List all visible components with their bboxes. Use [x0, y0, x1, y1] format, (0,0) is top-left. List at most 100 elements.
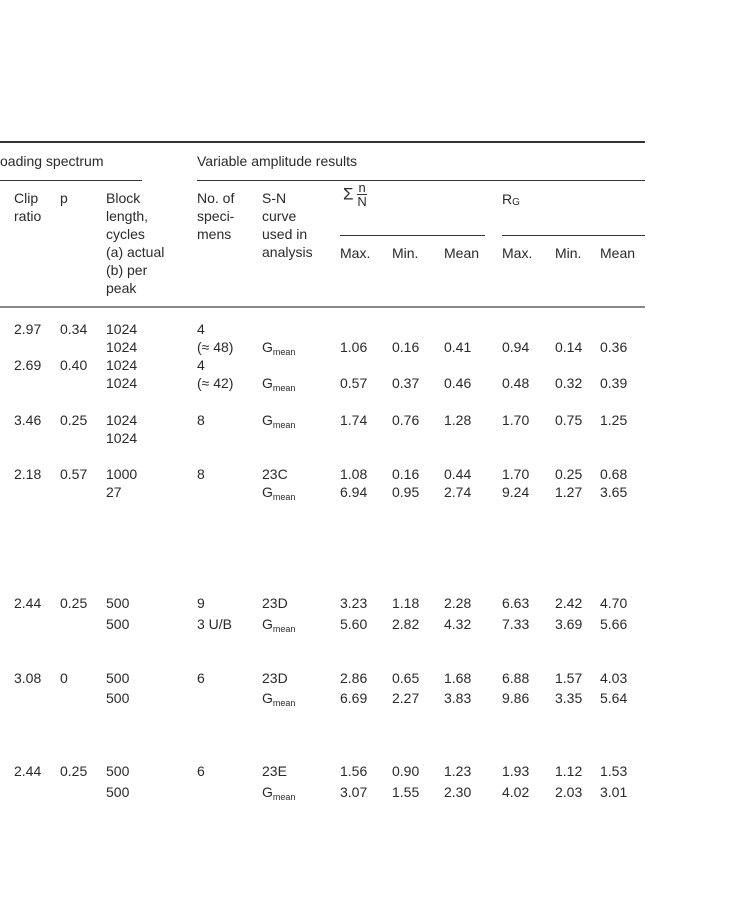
cell-sum-min: 2.27 — [392, 690, 420, 706]
cell-sum-min: 0.95 — [392, 484, 420, 500]
header-text: Clip — [14, 190, 39, 206]
col-p: p — [60, 190, 68, 206]
header-text: speci- — [197, 208, 235, 224]
table-row: 500 Gmean 3.07 1.55 2.30 4.02 2.03 3.01 — [0, 783, 737, 802]
cell-rg-mean: 0.36 — [600, 339, 628, 355]
cell-block-length: 500 — [106, 763, 130, 779]
cell-sn-curve: 23E — [262, 763, 287, 779]
table-row: 1024 (≈ 42) Gmean 0.57 0.37 0.46 0.48 0.32 0.39 — [0, 374, 737, 393]
sum-rule — [340, 235, 485, 236]
cell-rg-max: 6.63 — [502, 595, 530, 611]
loading-spectrum-rule — [0, 180, 142, 181]
header-text: analysis — [262, 244, 313, 260]
cell-block-length: 1024 — [106, 321, 138, 337]
cell-rg-mean: 1.25 — [600, 412, 628, 428]
cell-sn-curve: Gmean — [262, 339, 296, 357]
sum-mean-header: Mean — [444, 245, 480, 261]
header-text: (a) actual — [106, 244, 165, 260]
cell-block-length: 500 — [106, 670, 130, 686]
cell-rg-max: 0.48 — [502, 375, 530, 391]
cell-sum-max: 1.06 — [340, 339, 368, 355]
cell-rg-min: 0.25 — [555, 466, 583, 482]
table-row: 500 Gmean 6.69 2.27 3.83 9.86 3.35 5.64 — [0, 689, 737, 708]
cell-sum-max: 1.08 — [340, 466, 368, 482]
cell-block-length: 500 — [106, 616, 130, 632]
cell-rg-max: 1.70 — [502, 412, 530, 428]
cell-sum-min: 0.76 — [392, 412, 420, 428]
sigma-symbol: Σ — [343, 184, 354, 204]
cell-sum-min: 0.37 — [392, 375, 420, 391]
cell-sn-curve: Gmean — [262, 784, 296, 802]
cell-block-length: 1024 — [106, 357, 138, 373]
cell-rg-min: 3.35 — [555, 690, 583, 706]
cell-rg-mean: 3.01 — [600, 784, 628, 800]
cell-sum-min: 0.16 — [392, 339, 420, 355]
cell-block-length: 1024 — [106, 430, 138, 446]
cell-no-specimens: 6 — [197, 763, 205, 779]
cell-block-length: 500 — [106, 784, 130, 800]
cell-clip-ratio: 3.08 — [14, 670, 42, 686]
cell-rg-min: 1.27 — [555, 484, 583, 500]
rg-min-header: Min. — [555, 245, 582, 261]
table-row: 2.44 0.25 500 6 23E 1.56 0.90 1.23 1.93 1.12 1.53 — [0, 762, 737, 780]
cell-sum-max: 0.57 — [340, 375, 368, 391]
denominator: N — [357, 194, 367, 209]
cell-sum-min: 0.65 — [392, 670, 420, 686]
cell-no-specimens: 6 — [197, 670, 205, 686]
cell-block-length: 500 — [106, 690, 130, 706]
cell-rg-min: 3.69 — [555, 616, 583, 632]
header-text: ratio — [14, 208, 42, 224]
group-variable-amplitude: Variable amplitude results — [197, 153, 358, 169]
top-rule — [0, 141, 645, 143]
cell-block-length: 500 — [106, 595, 130, 611]
table-row: 2.97 0.34 1024 4 — [0, 320, 737, 338]
cell-sum-min: 0.16 — [392, 466, 420, 482]
cell-no-specimens: 4 — [197, 321, 205, 337]
cell-no-specimens: 4 — [197, 357, 205, 373]
cell-p: 0.57 — [60, 466, 88, 482]
col-no-specimens: No. of speci- mens — [197, 189, 234, 243]
table-row: 2.18 0.57 1000 8 23C 1.08 0.16 0.44 1.70 0.25 0.68 — [0, 465, 737, 483]
cell-rg-mean: 5.66 — [600, 616, 628, 632]
cell-block-length: 1024 — [106, 339, 138, 355]
header-text: mens — [197, 226, 232, 242]
cell-sum-min: 1.55 — [392, 784, 420, 800]
cell-rg-max: 1.70 — [502, 466, 530, 482]
cell-clip-ratio: 2.97 — [14, 321, 42, 337]
cell-sn-curve: 23C — [262, 466, 288, 482]
cell-no-specimens: (≈ 42) — [197, 375, 234, 391]
col-sn-curve: S-N curve used in analysis — [262, 189, 313, 261]
cell-sum-max: 6.94 — [340, 484, 368, 500]
cell-block-length: 1000 — [106, 466, 138, 482]
cell-p: 0.25 — [60, 595, 88, 611]
table-row: 3.46 0.25 1024 8 Gmean 1.74 0.76 1.28 1.70 0.75 1.… — [0, 411, 737, 430]
cell-sn-curve: Gmean — [262, 412, 296, 430]
cell-rg-max: 4.02 — [502, 784, 530, 800]
rg-base: R — [502, 191, 513, 207]
table-row: 2.44 0.25 500 9 23D 3.23 1.18 2.28 6.63 2.42 4.70 — [0, 594, 737, 612]
cell-rg-min: 2.03 — [555, 784, 583, 800]
cell-rg-max: 9.86 — [502, 690, 530, 706]
cell-sn-curve: Gmean — [262, 616, 296, 634]
variable-amplitude-rule — [197, 180, 645, 181]
cell-rg-min: 0.32 — [555, 375, 583, 391]
cell-sum-mean: 1.23 — [444, 763, 472, 779]
header-text: used in — [262, 226, 308, 242]
cell-clip-ratio: 2.44 — [14, 595, 42, 611]
table-row: 2.69 0.40 1024 4 — [0, 356, 737, 374]
cell-sum-max: 5.60 — [340, 616, 368, 632]
cell-block-length: 27 — [106, 484, 122, 500]
table-row: 3.08 0 500 6 23D 2.86 0.65 1.68 6.88 1.57 4.03 — [0, 669, 737, 687]
cell-rg-max: 1.93 — [502, 763, 530, 779]
cell-rg-mean: 0.39 — [600, 375, 628, 391]
cell-clip-ratio: 2.44 — [14, 763, 42, 779]
col-block-length: Block length, cycles (a) actual (b) per … — [106, 189, 164, 297]
cell-rg-mean: 1.53 — [600, 763, 628, 779]
cell-clip-ratio: 3.46 — [14, 412, 42, 428]
cell-rg-min: 0.75 — [555, 412, 583, 428]
cell-sum-max: 6.69 — [340, 690, 368, 706]
cell-sum-mean: 0.46 — [444, 375, 472, 391]
cell-no-specimens: (≈ 48) — [197, 339, 234, 355]
cell-p: 0.25 — [60, 412, 88, 428]
